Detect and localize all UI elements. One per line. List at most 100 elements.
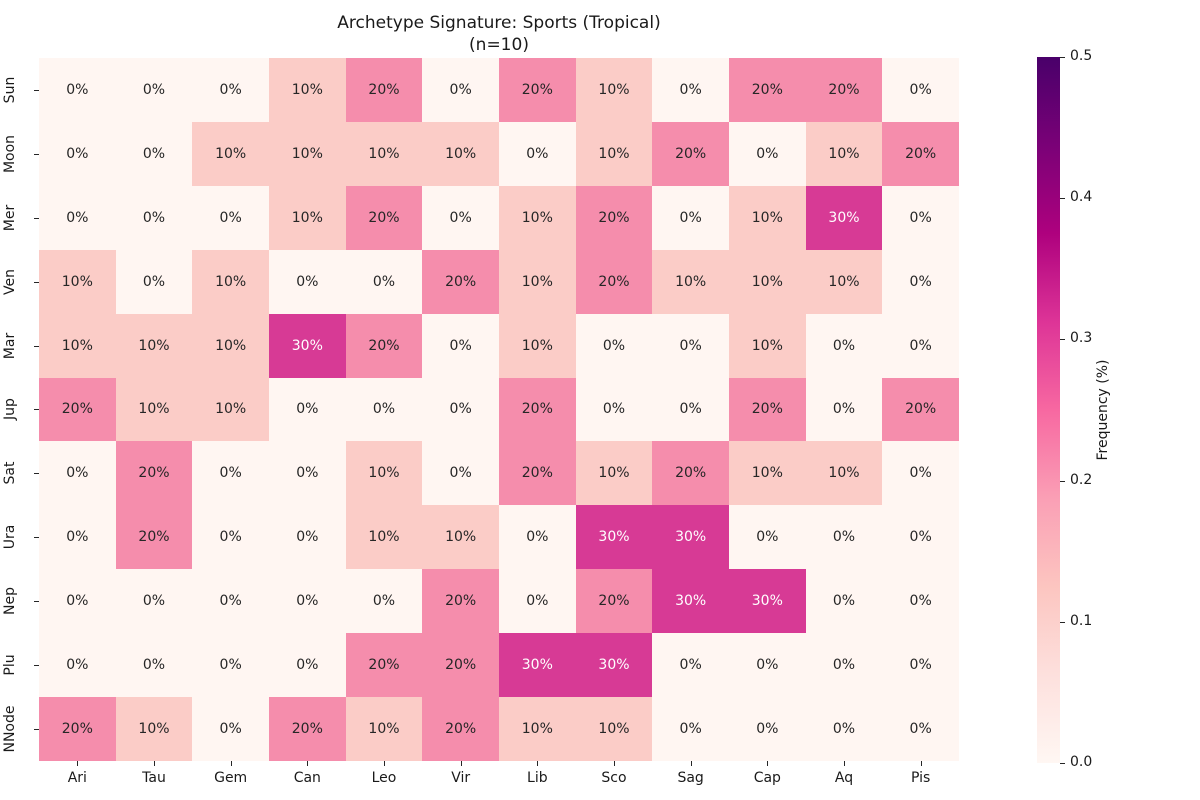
heatmap-cell: 30% — [652, 569, 729, 634]
heatmap-cell: 20% — [575, 249, 653, 314]
y-tick-mark — [34, 537, 39, 539]
heatmap-cell: 10% — [39, 249, 116, 314]
colorbar-tick-label: 0.1 — [1070, 612, 1093, 629]
heatmap-cell: 0% — [805, 505, 883, 570]
heatmap-cell: 10% — [115, 697, 193, 761]
y-axis-row: Mar — [0, 314, 39, 378]
heatmap-cell: 0% — [498, 505, 576, 570]
y-axis-row: Ura — [0, 505, 39, 569]
heatmap-cell: 10% — [345, 505, 423, 570]
heatmap-cell: 20% — [498, 58, 576, 122]
x-axis-col: Cap — [729, 761, 806, 795]
y-axis-label: Sun — [2, 76, 18, 104]
colorbar-axis-label: Frequency (%) — [1095, 359, 1111, 461]
heatmap-cell: 0% — [345, 249, 423, 314]
colorbar-tick-mark — [1060, 763, 1065, 764]
x-tick-mark — [767, 761, 769, 766]
heatmap-cell: 0% — [39, 505, 116, 570]
heatmap-cell: 20% — [422, 697, 499, 761]
heatmap-cell: 0% — [39, 58, 116, 122]
heatmap-cell: 0% — [345, 377, 423, 442]
colorbar-tick-mark — [1060, 339, 1065, 341]
heatmap-cell: 0% — [882, 313, 959, 378]
heatmap-cell: 0% — [882, 185, 959, 250]
y-axis-label: Plu — [2, 654, 18, 676]
heatmap-cell: 0% — [39, 121, 116, 186]
heatmap-cell: 0% — [115, 633, 193, 698]
heatmap-cell: 0% — [422, 313, 499, 378]
heatmap-cell: 10% — [805, 441, 883, 506]
heatmap-cell: 10% — [268, 58, 346, 122]
x-axis-label: Lib — [527, 770, 548, 786]
y-axis-label: Moon — [2, 134, 18, 173]
heatmap-cell: 0% — [345, 569, 423, 634]
x-tick-mark — [307, 761, 309, 766]
y-axis-row: Nep — [0, 569, 39, 633]
heatmap-cell: 10% — [805, 121, 883, 186]
x-axis-col: Sag — [652, 761, 729, 795]
heatmap-cell: 0% — [575, 377, 653, 442]
y-axis-label: Mar — [2, 332, 18, 359]
x-axis-col: Vir — [422, 761, 499, 795]
heatmap-cell: 30% — [268, 313, 346, 378]
heatmap-cell: 0% — [192, 505, 269, 570]
y-tick-mark — [34, 473, 39, 475]
heatmap-cell: 0% — [192, 58, 269, 122]
heatmap-grid: 0% 0% 0% 10% 20% 0% 20% 10% 0% 20% 20% 0% 0% 0% 10% 10%… — [39, 58, 959, 761]
x-tick-mark — [537, 761, 539, 766]
heatmap-cell: 30% — [498, 633, 576, 698]
heatmap-cell: 10% — [192, 377, 269, 442]
heatmap-cell: 30% — [575, 633, 653, 698]
x-axis-col: Can — [269, 761, 346, 795]
heatmap-cell: 10% — [268, 185, 346, 250]
y-tick-mark — [34, 89, 39, 91]
y-axis-label: Nep — [2, 587, 18, 616]
heatmap-cell: 0% — [39, 633, 116, 698]
heatmap-cell: 0% — [882, 697, 959, 761]
heatmap-cell: 20% — [268, 697, 346, 761]
y-tick-mark — [34, 665, 39, 667]
heatmap-cell: 0% — [115, 58, 193, 122]
heatmap-cell: 10% — [498, 697, 576, 761]
y-axis-label: Mer — [2, 204, 18, 231]
heatmap-cell: 0% — [268, 569, 346, 634]
heatmap-cell: 20% — [345, 58, 423, 122]
heatmap-cell: 10% — [575, 697, 653, 761]
heatmap-cell: 10% — [728, 313, 806, 378]
colorbar-tick-mark — [1060, 621, 1065, 623]
heatmap-cell: 0% — [268, 505, 346, 570]
heatmap-cell: 20% — [345, 633, 423, 698]
x-axis-label: Sag — [677, 770, 704, 786]
y-tick-mark — [34, 153, 39, 155]
heatmap-cell: 0% — [805, 569, 883, 634]
heatmap-cell: 10% — [115, 313, 193, 378]
heatmap-cell: 0% — [39, 441, 116, 506]
heatmap-cell: 10% — [575, 121, 653, 186]
chart-title: Archetype Signature: Sports (Tropical) — [337, 13, 661, 33]
x-axis-col: Lib — [499, 761, 576, 795]
colorbar-tick-mark — [1060, 57, 1065, 58]
heatmap-cell: 20% — [652, 441, 729, 506]
y-tick-mark — [34, 217, 39, 219]
heatmap-cell: 10% — [498, 185, 576, 250]
heatmap-cell: 0% — [268, 633, 346, 698]
heatmap-cell: 10% — [652, 249, 729, 314]
heatmap-cell: 10% — [498, 313, 576, 378]
heatmap-cell: 0% — [805, 697, 883, 761]
heatmap-cell: 0% — [192, 441, 269, 506]
x-axis-col: Sco — [576, 761, 653, 795]
heatmap-cell: 0% — [268, 249, 346, 314]
heatmap-cell: 20% — [345, 185, 423, 250]
colorbar-tick-label: 0.3 — [1070, 330, 1093, 347]
heatmap-cell: 0% — [115, 121, 193, 186]
heatmap-cell: 20% — [422, 249, 499, 314]
heatmap-cell: 20% — [422, 569, 499, 634]
heatmap-cell: 20% — [115, 505, 193, 570]
heatmap-cell: 20% — [115, 441, 193, 506]
y-axis: Sun Moon Mer Ven Mar Jup Sat Ura Nep Plu NNode — [0, 58, 39, 761]
heatmap-cell: 10% — [575, 58, 653, 122]
heatmap-cell: 0% — [652, 697, 729, 761]
y-axis-label: NNode — [2, 705, 18, 753]
x-axis-col: Aq — [806, 761, 883, 795]
